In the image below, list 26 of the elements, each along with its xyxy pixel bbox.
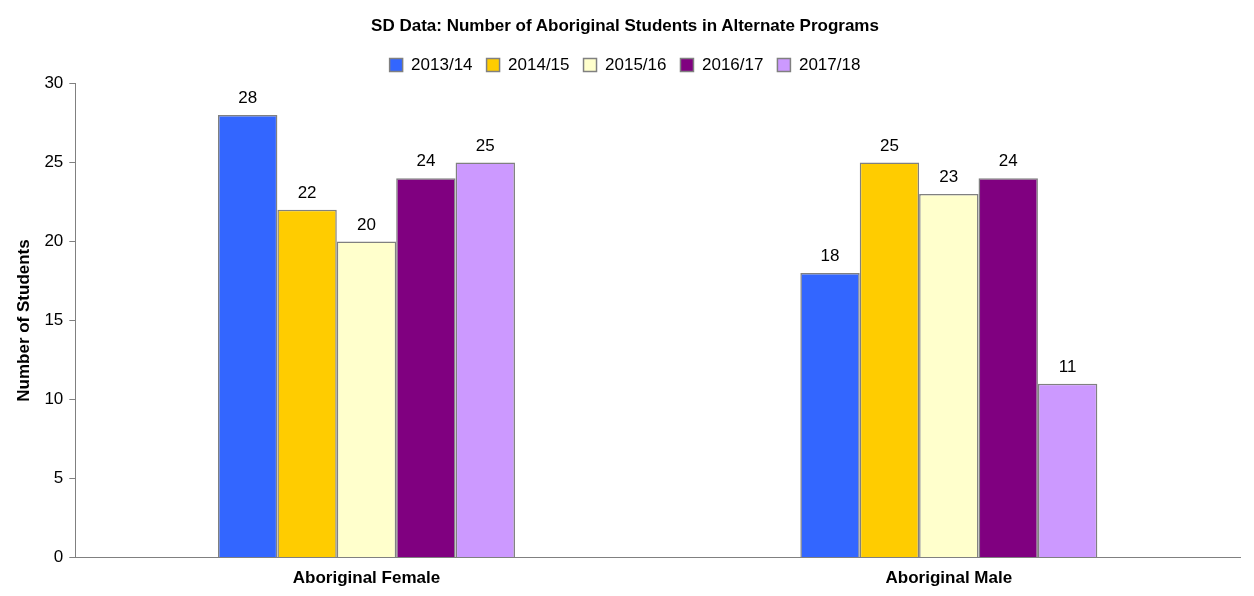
data-label: 11 xyxy=(1058,356,1077,376)
data-label: 28 xyxy=(238,88,258,108)
data-label: 25 xyxy=(879,135,899,155)
x-tick-label: Aboriginal Female xyxy=(292,568,441,588)
data-label: 18 xyxy=(820,246,840,266)
y-tick-label: 5 xyxy=(53,468,64,488)
data-label: 22 xyxy=(297,183,317,203)
data-label: 25 xyxy=(475,135,495,155)
legend-label: 2017/18 xyxy=(798,54,861,74)
data-label: 20 xyxy=(357,214,376,234)
x-tick-label: Aboriginal Male xyxy=(885,568,1013,588)
data-label: 24 xyxy=(998,151,1018,171)
y-tick-label: 10 xyxy=(44,389,64,409)
y-tick-label: 20 xyxy=(44,231,64,251)
legend-label: 2014/15 xyxy=(508,54,570,74)
legend-label: 2015/16 xyxy=(605,54,667,74)
data-label: 23 xyxy=(939,167,959,187)
legend-label: 2013/14 xyxy=(411,54,473,74)
legend-label: 2016/17 xyxy=(701,54,764,74)
chart-title: SD Data: Number of Aboriginal Students in Alternate Programs xyxy=(371,15,879,35)
y-tick-label: 25 xyxy=(44,152,64,172)
y-tick-label: 15 xyxy=(44,310,64,330)
y-tick-label: 30 xyxy=(44,73,64,93)
data-label: 24 xyxy=(416,151,436,171)
y-tick-label: 0 xyxy=(53,547,64,567)
y-axis-title: Number of Students xyxy=(13,239,33,402)
